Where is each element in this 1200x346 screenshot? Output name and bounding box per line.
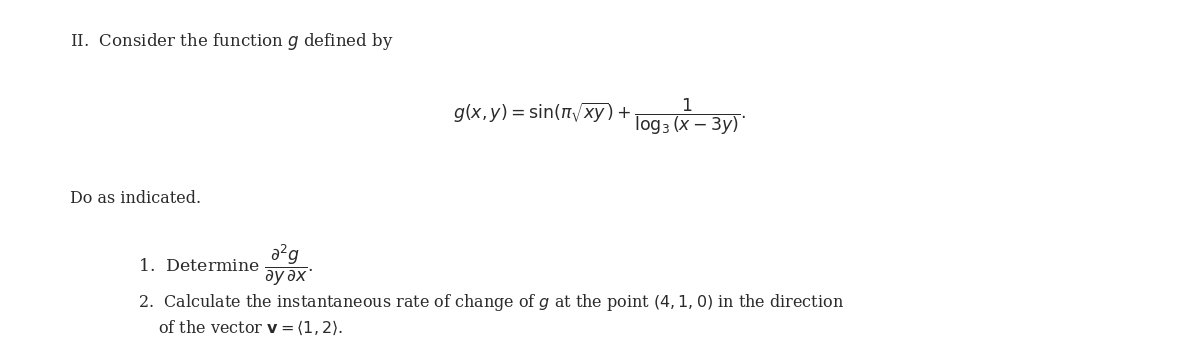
Text: 1.  Determine $\dfrac{\partial^2 g}{\partial y\,\partial x}$.: 1. Determine $\dfrac{\partial^2 g}{\part… [138, 242, 314, 288]
Text: of the vector $\mathbf{v} = \langle 1, 2\rangle$.: of the vector $\mathbf{v} = \langle 1, 2… [138, 318, 343, 337]
Text: Do as indicated.: Do as indicated. [70, 190, 200, 207]
Text: II.  Consider the function $g$ defined by: II. Consider the function $g$ defined by [70, 31, 394, 52]
Text: $g(x, y) = \sin(\pi\sqrt{xy}) + \dfrac{1}{\log_3(x - 3y)}.$: $g(x, y) = \sin(\pi\sqrt{xy}) + \dfrac{1… [454, 97, 746, 137]
Text: 2.  Calculate the instantaneous rate of change of $g$ at the point $(4, 1, 0)$ i: 2. Calculate the instantaneous rate of c… [138, 292, 844, 313]
